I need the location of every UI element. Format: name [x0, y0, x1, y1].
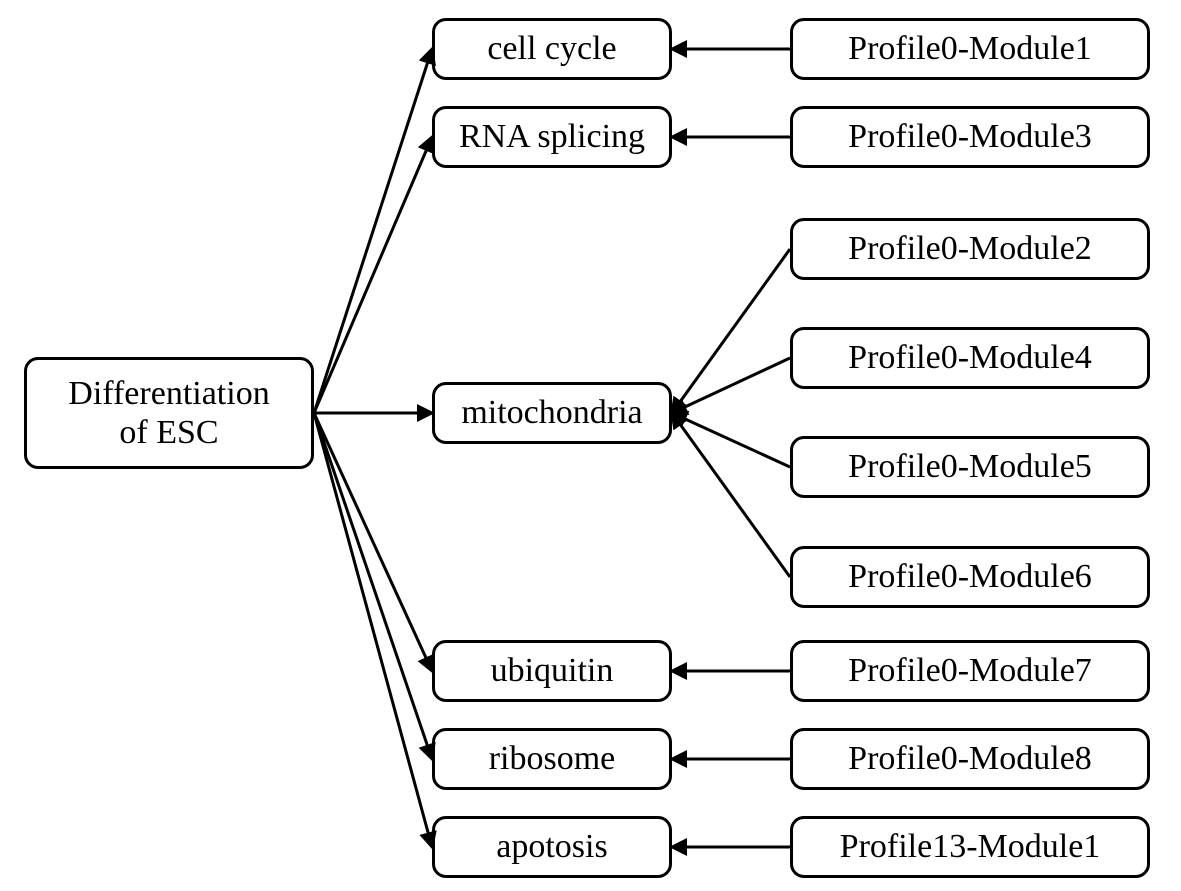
node-ubiquitin: ubiquitin [432, 640, 672, 702]
node-apotosis: apotosis [432, 816, 672, 878]
node-p0m4: Profile0-Module4 [790, 327, 1150, 389]
node-p0m2: Profile0-Module2 [790, 218, 1150, 280]
node-cell-cycle: cell cycle [432, 18, 672, 80]
node-p0m1: Profile0-Module1 [790, 18, 1150, 80]
node-mitochondria: mitochondria [432, 382, 672, 444]
node-p0m6: Profile0-Module6 [790, 546, 1150, 608]
node-p0m7: Profile0-Module7 [790, 640, 1150, 702]
node-p0m5: Profile0-Module5 [790, 436, 1150, 498]
node-ribosome: ribosome [432, 728, 672, 790]
node-p13m1: Profile13-Module1 [790, 816, 1150, 878]
node-root: Differentiationof ESC [24, 357, 314, 469]
node-p0m8: Profile0-Module8 [790, 728, 1150, 790]
node-rna-splicing: RNA splicing [432, 106, 672, 168]
node-p0m3: Profile0-Module3 [790, 106, 1150, 168]
